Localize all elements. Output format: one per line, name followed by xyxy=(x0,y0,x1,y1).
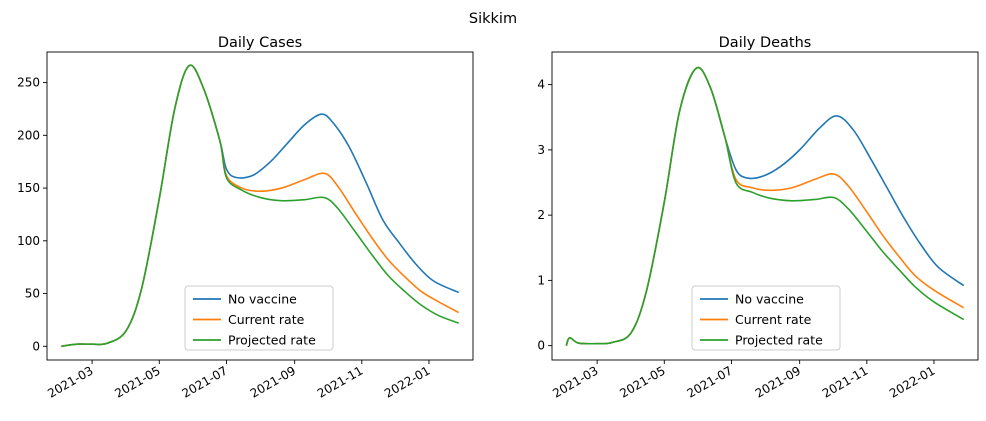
x-tick-label: 2021-03 xyxy=(550,363,600,400)
series-line-projected-rate xyxy=(565,66,965,346)
x-tick-label: 2021-11 xyxy=(820,363,870,400)
x-tick-label: 2021-09 xyxy=(753,363,803,400)
legend-box xyxy=(691,285,841,351)
series-line-projected-rate xyxy=(61,64,459,348)
x-tick-label: 2021-11 xyxy=(315,363,365,400)
axes-frame xyxy=(551,51,979,361)
chart-title: Daily Cases xyxy=(218,35,302,51)
legend-label: Projected rate xyxy=(228,333,316,348)
y-tick-label: 0 xyxy=(537,339,545,353)
series-lines xyxy=(61,64,460,348)
y-tick-label: 150 xyxy=(17,181,40,195)
legend-label: Projected rate xyxy=(735,333,823,348)
y-tick-label: 1 xyxy=(537,273,545,287)
y-tick-label: 200 xyxy=(17,128,40,142)
y-tick-label: 250 xyxy=(17,76,40,90)
y-tick-label: 4 xyxy=(537,78,545,92)
legend-label: Current rate xyxy=(228,312,305,327)
x-tick-label: 2021-03 xyxy=(45,363,95,400)
y-tick-label: 3 xyxy=(537,143,545,157)
y-tick-label: 100 xyxy=(17,234,40,248)
legend-label: No vaccine xyxy=(735,292,804,307)
figure-suptitle: Sikkim xyxy=(469,11,517,27)
chart-daily-cases: Daily Cases 0 50 100 150 200 250 2021-03 2021-05… xyxy=(17,35,474,401)
y-tick-label: 0 xyxy=(32,339,40,353)
x-tick-label: 2021-05 xyxy=(112,363,162,400)
legend-box xyxy=(184,285,334,351)
legend-label: Current rate xyxy=(735,312,812,327)
legend: No vaccine Current rate Projected rate xyxy=(691,285,841,351)
legend: No vaccine Current rate Projected rate xyxy=(184,285,334,351)
x-tick-label: 2022-01 xyxy=(887,363,937,400)
x-tick-label: 2021-09 xyxy=(248,363,298,400)
chart-title: Daily Deaths xyxy=(719,35,812,51)
y-tick-label: 50 xyxy=(25,287,40,301)
chart-daily-deaths: Daily Deaths 0 1 2 3 4 2021-03 2021-05 2021-07 20… xyxy=(537,35,979,401)
x-tick-label: 2021-07 xyxy=(180,363,230,400)
x-tick-label: 2021-05 xyxy=(617,363,667,400)
y-tick-label: 2 xyxy=(537,208,545,222)
axes-frame xyxy=(46,51,474,361)
x-tick-label: 2022-01 xyxy=(382,363,432,400)
series-lines xyxy=(565,66,965,346)
legend-label: No vaccine xyxy=(228,292,297,307)
x-tick-label: 2021-07 xyxy=(685,363,735,400)
